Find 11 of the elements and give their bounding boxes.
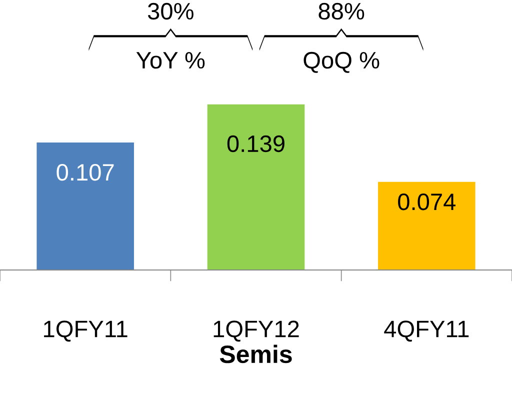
text: YoY %: [136, 52, 205, 69]
text: 30%: [148, 2, 194, 20]
x-axis-title: Semis: [220, 344, 292, 364]
x-tick-label: 1QFY12: [214, 320, 299, 342]
data-label: 0.139: [227, 135, 284, 152]
x-tick-label: 4QFY11: [384, 320, 469, 342]
text: 88%: [318, 2, 364, 20]
text: QoQ %: [304, 52, 380, 73]
data-label: 0.107: [56, 164, 114, 181]
x-tick-label: 1QFY11: [44, 320, 128, 342]
data-label: 0.074: [398, 193, 456, 210]
